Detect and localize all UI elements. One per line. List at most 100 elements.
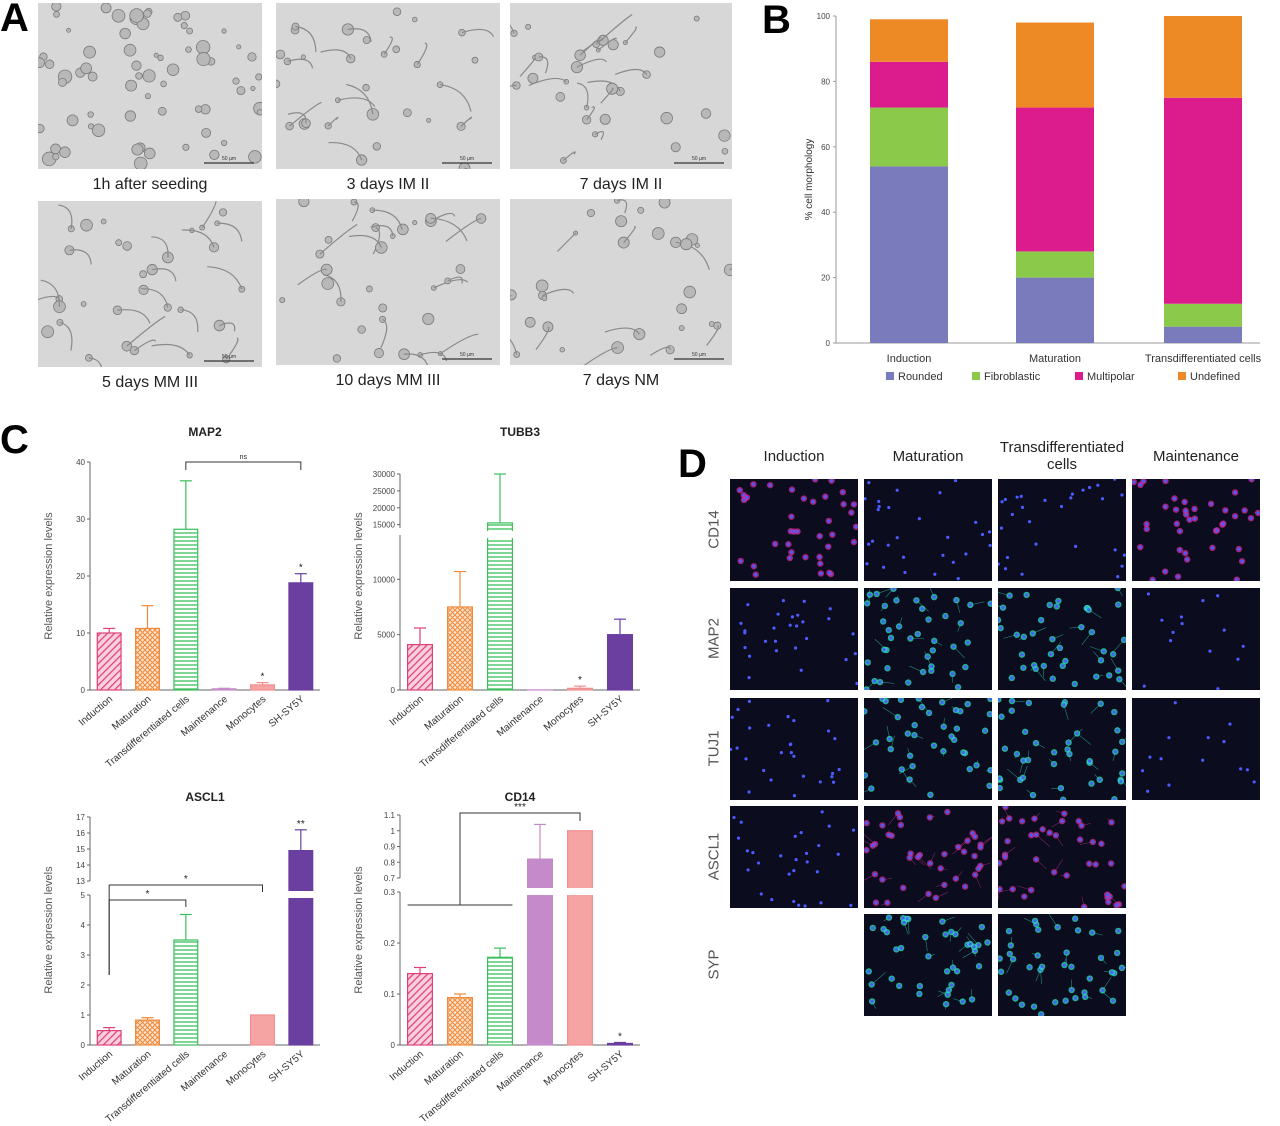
nucleus [875, 592, 879, 596]
nucleus [805, 636, 809, 641]
nucleus [1174, 508, 1178, 512]
cell-body [300, 54, 306, 60]
neurite [69, 249, 92, 265]
nucleus [813, 479, 817, 481]
cell-body [676, 303, 687, 315]
nucleus [1064, 999, 1068, 1003]
neurite [614, 68, 648, 75]
cell-body [80, 301, 87, 307]
bracket-label: *** [514, 802, 526, 813]
neurite [126, 315, 166, 347]
cell-body [248, 150, 262, 164]
nucleus [759, 892, 763, 896]
nucleus [1034, 542, 1038, 546]
neurite [289, 101, 322, 127]
nucleus [932, 743, 936, 748]
category-label: Monocytes [224, 1049, 268, 1089]
micrograph-texture: 50 µm [276, 199, 500, 365]
nucleus [1088, 759, 1092, 763]
nucleus [880, 877, 884, 882]
cell-body [586, 208, 595, 218]
micrograph: 50 µm [276, 3, 500, 169]
neurite [445, 217, 482, 242]
cell-body [510, 29, 518, 37]
nucleus [916, 855, 920, 859]
nucleus [998, 861, 1001, 865]
nucleus [789, 550, 794, 554]
y-tick-label: 13 [76, 877, 85, 886]
nucleus [894, 947, 898, 951]
cell-body [218, 208, 228, 217]
nucleus [974, 520, 978, 524]
nucleus [747, 676, 751, 680]
nucleus [926, 892, 931, 896]
nucleus [763, 639, 768, 643]
nucleus [998, 887, 1002, 891]
nucleus [1183, 500, 1187, 504]
nucleus [1180, 621, 1184, 626]
nucleus [1141, 479, 1146, 483]
neurite-stain [958, 944, 968, 952]
nucleus [914, 598, 919, 602]
nucleus [1061, 798, 1065, 800]
fluorescence-image [1132, 698, 1260, 800]
nucleus [1192, 507, 1197, 511]
nucleus [792, 869, 796, 873]
nucleus [999, 715, 1004, 719]
neurite-stain [935, 891, 949, 899]
bar-segment [870, 107, 948, 167]
neurite [151, 343, 191, 356]
nucleus [1059, 786, 1063, 790]
neurite-stain [917, 856, 932, 870]
bar-segment [870, 61, 948, 108]
micrograph-haze [510, 3, 732, 169]
cell-body [255, 73, 262, 81]
nucleus [815, 870, 819, 874]
nucleus [906, 680, 910, 685]
bar-segment [1016, 251, 1094, 278]
nucleus [1120, 493, 1124, 497]
nucleus [880, 823, 884, 828]
y-tick-label: 40 [821, 208, 830, 217]
nucleus [1114, 903, 1119, 907]
y-tick-label: 0 [391, 686, 396, 695]
nucleus [1099, 842, 1104, 846]
neurite-stain [1090, 703, 1101, 714]
nucleus [1113, 750, 1117, 754]
cell-body [138, 284, 149, 296]
nucleus [889, 636, 893, 640]
nucleus [795, 624, 799, 628]
category-label: Induction [388, 1049, 426, 1084]
nucleus [817, 555, 822, 559]
neurite [623, 226, 636, 243]
cell-body [236, 44, 242, 50]
nucleus [953, 932, 958, 936]
nucleus [1054, 833, 1058, 837]
nucleus [980, 925, 984, 929]
neurite-stain [1004, 847, 1016, 855]
nucleus [837, 767, 841, 772]
nucleus [954, 708, 958, 712]
neurite-stain [1027, 750, 1030, 761]
nucleus [943, 614, 948, 618]
nucleus [1042, 664, 1046, 668]
neurite [595, 14, 633, 45]
nucleus [910, 764, 915, 768]
nucleus [976, 943, 980, 947]
significance-bracket [459, 812, 581, 905]
cell-body [53, 11, 60, 18]
axis-break-gap [566, 888, 594, 895]
nucleus [890, 977, 894, 981]
nucleus [819, 901, 823, 905]
cell-body [559, 347, 565, 353]
neurite [464, 167, 469, 169]
cell-body [392, 45, 401, 54]
bracket-label: * [184, 874, 188, 885]
cell-body [276, 49, 286, 60]
y-tick-label: 0.7 [384, 874, 396, 883]
nucleus [852, 540, 856, 544]
neurite-stain [980, 836, 992, 845]
nucleus [1187, 518, 1192, 522]
nucleus [1179, 615, 1183, 619]
neurite [510, 24, 515, 34]
